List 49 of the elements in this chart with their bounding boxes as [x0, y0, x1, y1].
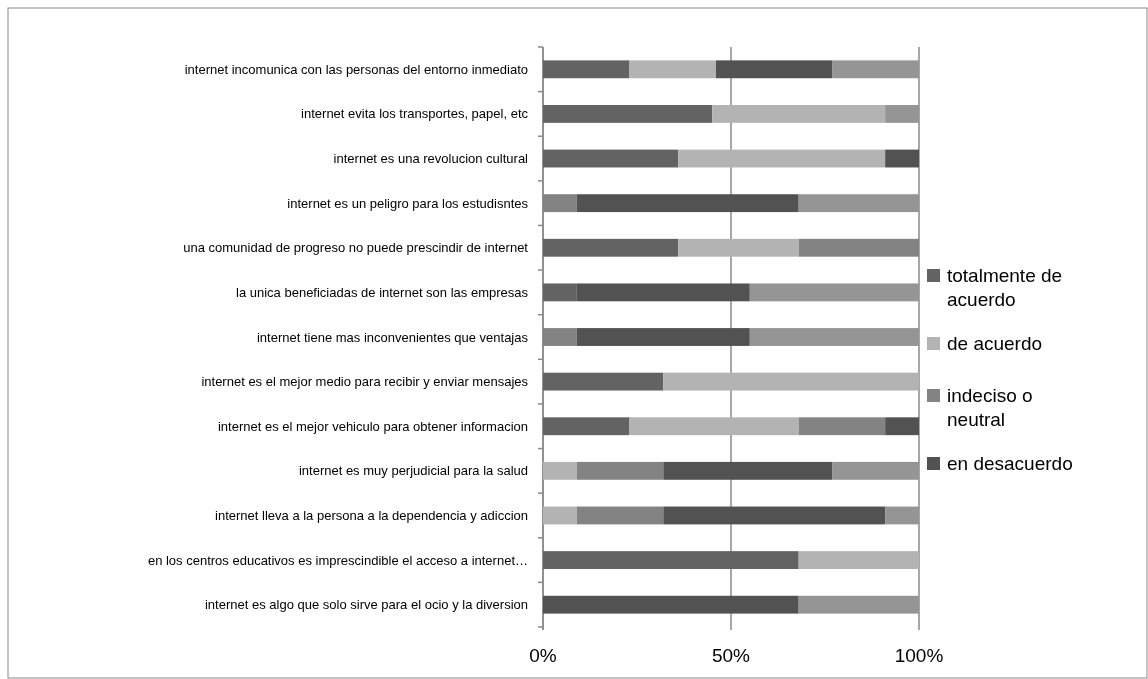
bar: [576, 506, 664, 525]
y-tick-label: internet es muy perjudicial para la salud: [298, 463, 528, 479]
bar: [885, 149, 919, 168]
bar: [798, 417, 886, 436]
legend-label: totalmente de acuerdo: [947, 265, 1063, 310]
bar: [576, 461, 664, 480]
bar: [543, 283, 577, 302]
y-tick-label: internet es el mejor medio para recibir y enviar mensajes: [201, 374, 529, 390]
bar: [543, 238, 679, 257]
bar: [543, 372, 664, 391]
y-tick-label: internet lleva a la persona a la dependencia y adiccion: [215, 508, 528, 524]
bar: [629, 60, 716, 79]
legend-label: de acuerdo: [947, 333, 1043, 354]
bar: [543, 60, 630, 79]
bar: [798, 551, 919, 569]
y-tick-label: la unica beneficiadas de internet son las empresas: [236, 284, 529, 300]
bar: [663, 461, 833, 480]
y-tick-label: en los centros educativos es imprescindible el acceso a internet…: [147, 552, 528, 568]
bar: [885, 417, 919, 436]
bar: [663, 372, 919, 391]
bar: [543, 105, 713, 123]
y-tick-label: internet es una revolucion cultural: [333, 151, 529, 167]
bar: [543, 506, 577, 525]
bar: [543, 595, 799, 614]
y-tick-label: internet es algo que solo sirve para el ocio y la diversion: [204, 597, 528, 613]
bar: [712, 105, 886, 123]
bar: [576, 328, 750, 346]
bar: [629, 417, 799, 436]
bar: [678, 238, 799, 257]
x-tick-label: 50%: [711, 645, 751, 666]
bar: [715, 60, 833, 79]
y-tick-label: internet evita los transportes, papel, etc: [301, 106, 529, 122]
bar: [678, 149, 886, 168]
y-tick-label: internet tiene mas inconvenientes que ventajas: [256, 329, 529, 345]
bar: [543, 149, 679, 168]
x-tick-label: 100%: [894, 645, 944, 666]
y-tick-label: una comunidad de progreso no puede prescindir de internet: [183, 240, 529, 256]
bar: [543, 417, 630, 436]
legend-label: en desacuerdo: [947, 453, 1073, 474]
bar: [543, 461, 577, 480]
bar: [663, 506, 886, 525]
bar: [543, 551, 799, 569]
bar: [576, 283, 750, 302]
y-tick-label: internet incomunica con las personas del entorno inmediato: [184, 61, 528, 77]
x-tick-label: 0%: [529, 645, 557, 666]
y-tick-label: internet es el mejor vehiculo para obtener informacion: [217, 418, 528, 434]
y-tick-label: internet es un peligro para los estudisntes: [287, 195, 529, 211]
legend-label: indeciso o neutral: [947, 385, 1033, 430]
bar: [576, 194, 799, 213]
